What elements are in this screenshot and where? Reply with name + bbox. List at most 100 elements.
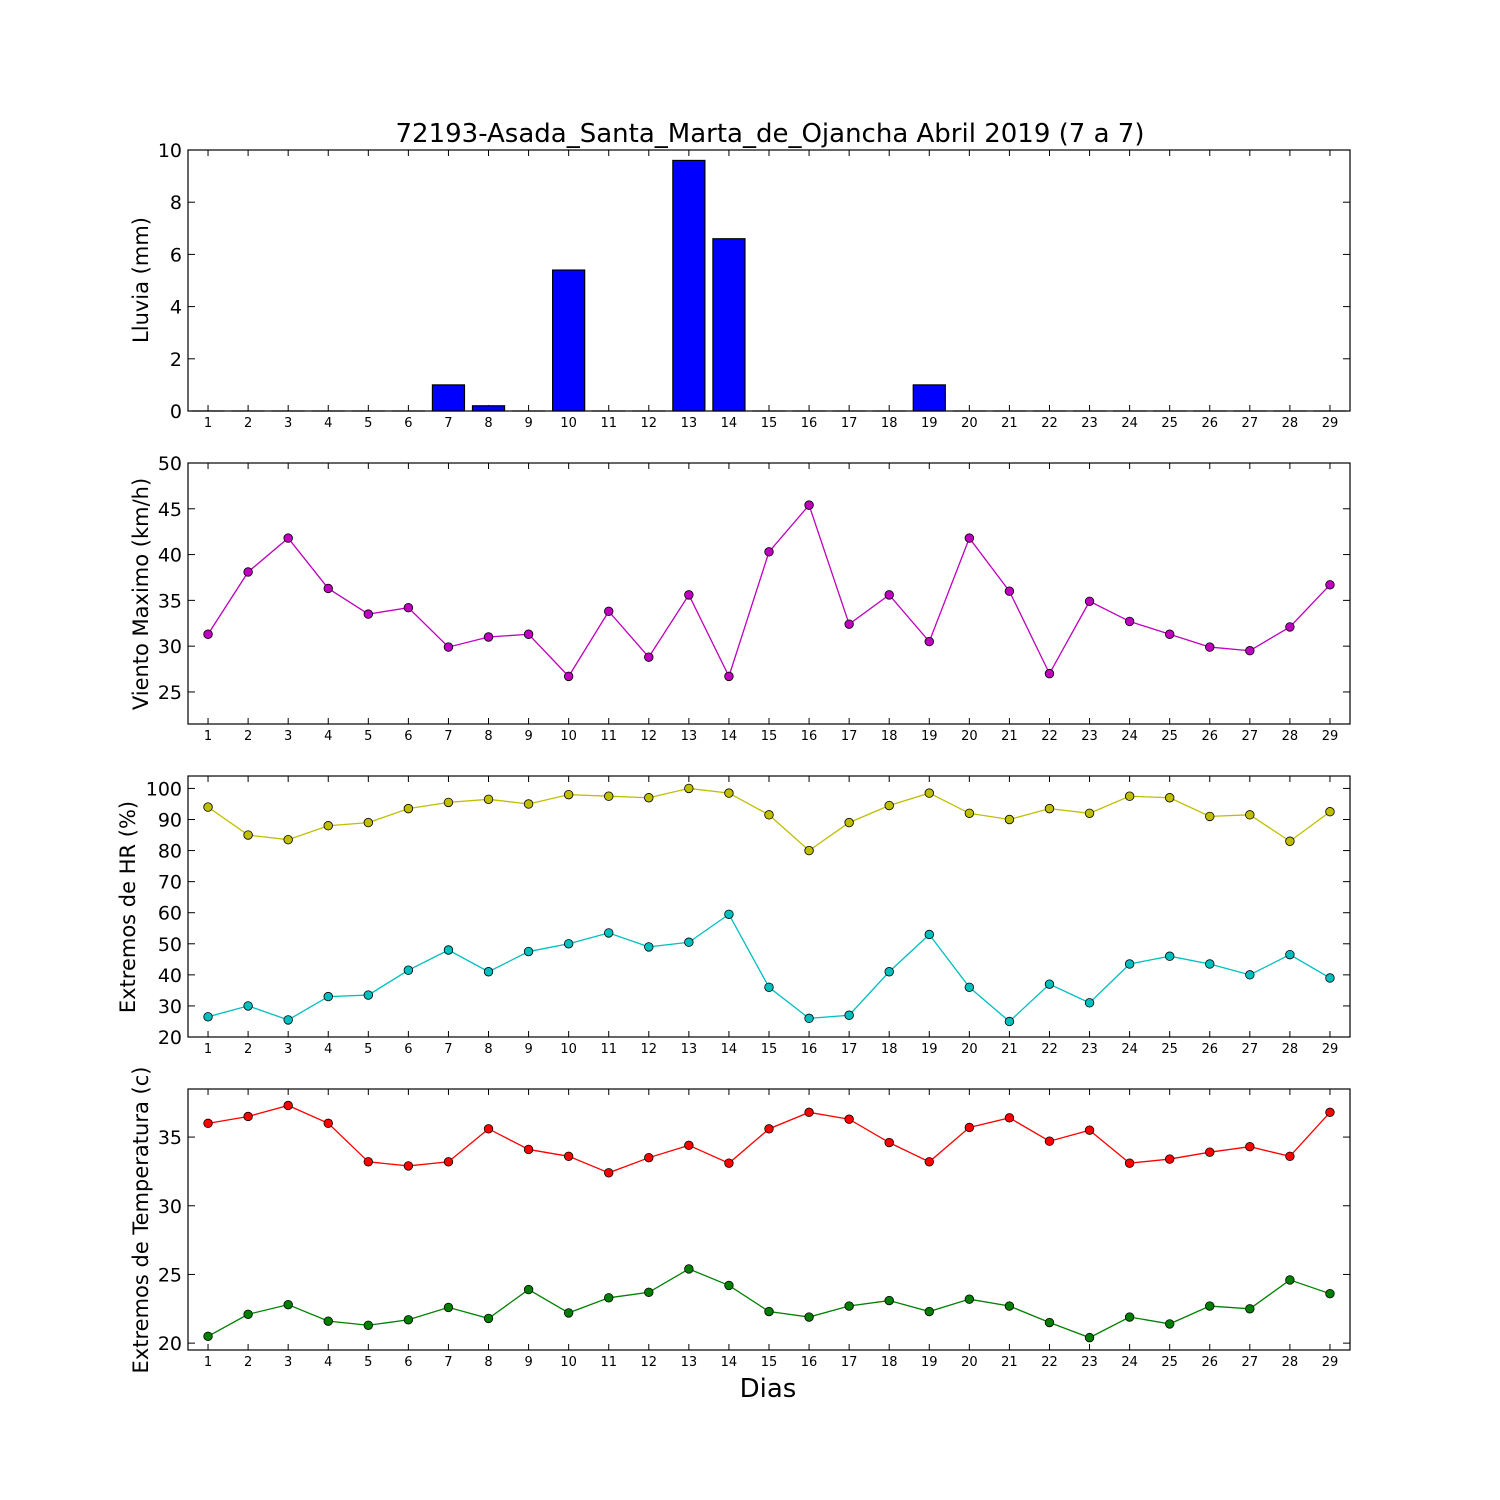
temperature-data-point [964, 1294, 975, 1304]
humidity-data-point [523, 946, 534, 957]
rainfall-bar [552, 269, 586, 412]
temperature-x-tick-label: 17 [841, 1355, 858, 1370]
rainfall-x-tick-label: 27 [1242, 416, 1259, 431]
humidity-x-tick-label: 3 [284, 1042, 292, 1057]
wind-y-axis-label: Viento Maximo (km/h) [129, 478, 153, 710]
temperature-data-point [1124, 1312, 1135, 1322]
humidity-x-tick-label: 6 [404, 1042, 412, 1057]
humidity-data-point [403, 965, 414, 975]
humidity-data-point [243, 1001, 253, 1011]
wind-x-tick-label: 23 [1081, 729, 1098, 744]
rainfall-x-tick-label: 15 [761, 416, 778, 431]
humidity-x-tick-label: 18 [881, 1042, 898, 1057]
humidity-y-tick-label: 20 [158, 1027, 182, 1049]
wind-x-tick-label: 16 [801, 729, 818, 744]
humidity-data-point [1285, 836, 1295, 846]
rainfall-x-tick-label: 10 [560, 416, 577, 431]
temperature-data-point [724, 1158, 734, 1168]
humidity-data-point [1245, 970, 1255, 980]
temperature-x-tick-label: 25 [1161, 1355, 1178, 1370]
temperature-x-tick-label: 1 [204, 1355, 212, 1370]
wind-data-point [644, 652, 654, 662]
wind-data-point [443, 642, 454, 652]
temperature-data-point [563, 1151, 574, 1162]
wind-x-tick-label: 29 [1322, 729, 1339, 744]
wind-data-point [1084, 596, 1095, 606]
rainfall-x-tick-label: 23 [1081, 416, 1098, 431]
humidity-data-point [1325, 973, 1335, 983]
humidity-x-tick-label: 17 [841, 1042, 858, 1057]
wind-data-point [1245, 646, 1255, 656]
temperature-data-point [924, 1157, 934, 1167]
humidity-x-tick-label: 11 [600, 1042, 617, 1057]
wind-x-tick-label: 17 [841, 729, 858, 744]
temperature-data-point [884, 1295, 894, 1306]
temperature-data-point [884, 1137, 894, 1148]
temperature-data-point [203, 1331, 213, 1341]
humidity-x-tick-label: 15 [761, 1042, 778, 1057]
humidity-data-point [483, 794, 494, 805]
temperature-data-point [684, 1140, 694, 1151]
temperature-data-point [1084, 1332, 1095, 1343]
humidity-x-tick-label: 9 [524, 1042, 532, 1057]
humidity-data-point [523, 799, 534, 809]
temperature-series-line-2 [207, 1268, 1331, 1339]
rainfall-x-tick-label: 5 [364, 416, 372, 431]
wind-y-tick-label: 35 [158, 590, 182, 612]
rainfall-x-tick-label: 14 [721, 416, 738, 431]
wind-x-tick-label: 2 [244, 729, 252, 744]
humidity-data-point [1164, 793, 1175, 803]
wind-x-tick-label: 1 [204, 729, 212, 744]
temperature-y-tick-label: 20 [158, 1333, 182, 1355]
rainfall-x-tick-label: 3 [284, 416, 292, 431]
wind-data-point [1124, 616, 1135, 627]
rainfall-x-tick-label: 26 [1201, 416, 1218, 431]
rainfall-bar [672, 159, 706, 412]
humidity-y-tick-label: 100 [146, 778, 182, 800]
rainfall-x-tick-label: 17 [841, 416, 858, 431]
rainfall-x-tick-label: 8 [484, 416, 492, 431]
temperature-x-tick-label: 6 [404, 1355, 412, 1370]
temperature-x-tick-label: 15 [761, 1355, 778, 1370]
humidity-data-point [323, 821, 333, 831]
humidity-data-point [1004, 1016, 1015, 1027]
humidity-x-tick-label: 23 [1081, 1042, 1098, 1057]
wind-data-point [483, 632, 494, 642]
rainfall-y-axis-label: Lluvia (mm) [129, 217, 153, 343]
humidity-x-tick-label: 22 [1041, 1042, 1058, 1057]
wind-data-point [964, 533, 975, 543]
temperature-x-tick-label: 22 [1041, 1355, 1058, 1370]
humidity-data-point [604, 928, 614, 938]
temperature-data-point [1164, 1319, 1175, 1329]
temperature-data-point [924, 1306, 934, 1317]
humidity-x-tick-label: 19 [921, 1042, 938, 1057]
rainfall-x-tick-label: 18 [881, 416, 898, 431]
wind-data-point [283, 533, 293, 543]
wind-x-tick-label: 11 [600, 729, 617, 744]
humidity-x-tick-label: 29 [1322, 1042, 1339, 1057]
temperature-x-tick-label: 28 [1282, 1355, 1299, 1370]
humidity-x-tick-label: 2 [244, 1042, 252, 1057]
humidity-data-point [884, 800, 894, 811]
humidity-data-point [403, 803, 414, 814]
chart-title: 72193-Asada_Santa_Marta_de_Ojancha Abril… [396, 119, 1145, 149]
humidity-x-tick-label: 13 [681, 1042, 698, 1057]
humidity-series-line-2 [207, 913, 1331, 1023]
wind-data-point [563, 671, 574, 682]
rainfall-y-tick-label: 0 [170, 401, 182, 423]
wind-x-tick-label: 8 [484, 729, 492, 744]
humidity-data-point [1164, 951, 1175, 961]
rainfall-x-tick-label: 12 [641, 416, 658, 431]
rainfall-y-tick-label: 8 [170, 192, 182, 214]
wind-data-point [924, 636, 934, 647]
rainfall-x-tick-label: 7 [444, 416, 452, 431]
wind-x-tick-label: 26 [1201, 729, 1218, 744]
wind-data-point [363, 609, 374, 619]
humidity-y-tick-label: 80 [158, 841, 182, 863]
temperature-data-point [1084, 1125, 1095, 1135]
humidity-data-point [804, 845, 814, 856]
rainfall-y-tick-label: 10 [158, 140, 182, 162]
